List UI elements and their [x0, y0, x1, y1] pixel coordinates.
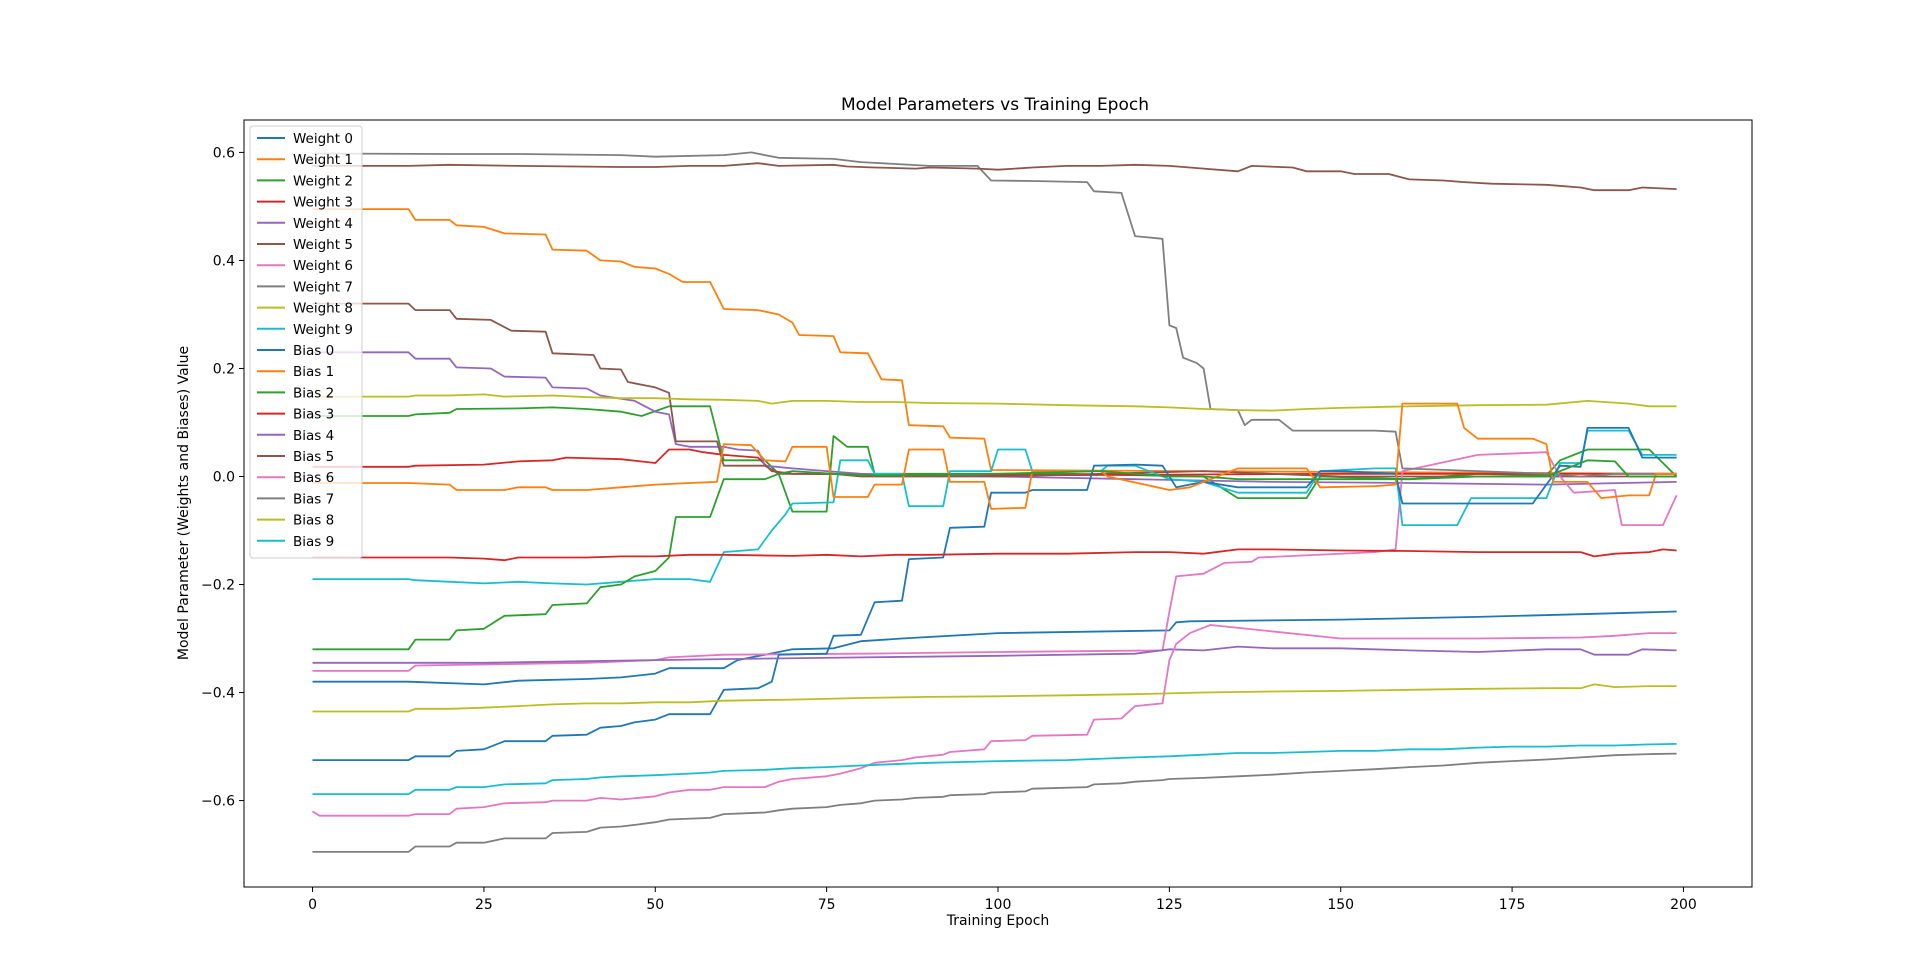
- y-tick-label: 0.4: [213, 253, 235, 269]
- legend-label-bias-3: Bias 3: [293, 407, 334, 423]
- legend-label-weight-1: Weight 1: [293, 152, 353, 168]
- series-line-weight-7: [312, 151, 1677, 478]
- legend-label-weight-8: Weight 8: [293, 301, 353, 317]
- x-tick-label: 50: [646, 897, 664, 913]
- x-tick-label: 0: [308, 897, 317, 913]
- legend-label-weight-2: Weight 2: [293, 173, 353, 189]
- y-tick-label: −0.2: [201, 578, 235, 594]
- legend-label-bias-9: Bias 9: [293, 534, 334, 550]
- y-tick-label: 0.2: [213, 361, 235, 377]
- y-tick-label: 0.6: [213, 145, 235, 161]
- legend-label-bias-5: Bias 5: [293, 449, 334, 465]
- series-line-weight-0: [312, 610, 1677, 686]
- y-tick-label: 0.0: [213, 469, 235, 485]
- series-line-weight-9: [312, 429, 1677, 586]
- y-tick-label: −0.6: [201, 794, 235, 810]
- legend-label-bias-8: Bias 8: [293, 513, 334, 529]
- legend-label-weight-4: Weight 4: [293, 216, 353, 232]
- series-line-bias-1: [312, 402, 1677, 510]
- legend-label-bias-0: Bias 0: [293, 343, 334, 359]
- series-line-bias-8: [312, 683, 1677, 713]
- y-axis: −0.6 −0.4 −0.2 0.0 0.2 0.4 0.6: [201, 145, 244, 810]
- legend-label-weight-7: Weight 7: [293, 279, 353, 295]
- x-tick-label: 200: [1670, 897, 1697, 913]
- series-line-bias-6: [312, 624, 1677, 817]
- series-line-bias-3: [312, 548, 1677, 562]
- legend-label-weight-6: Weight 6: [293, 258, 353, 274]
- x-tick-label: 25: [475, 897, 493, 913]
- x-axis: 0 25 50 75 100 125 150 175 200: [308, 887, 1697, 913]
- series-line-bias-9: [312, 743, 1677, 795]
- y-tick-label: −0.4: [201, 686, 235, 702]
- series-line-weight-8: [312, 393, 1677, 412]
- series-line-bias-0: [312, 427, 1677, 761]
- legend-label-weight-3: Weight 3: [293, 195, 353, 211]
- legend-label-bias-1: Bias 1: [293, 364, 334, 380]
- series-line-weight-1: [312, 208, 1677, 475]
- legend-label-bias-6: Bias 6: [293, 470, 334, 486]
- y-axis-label: Model Parameter (Weights and Biases) Val…: [176, 346, 192, 660]
- legend-label-bias-7: Bias 7: [293, 491, 334, 507]
- legend-label-bias-4: Bias 4: [293, 428, 334, 444]
- legend-label-bias-2: Bias 2: [293, 385, 334, 401]
- series-line-bias-7: [312, 752, 1677, 853]
- x-tick-label: 100: [985, 897, 1012, 913]
- legend-label-weight-0: Weight 0: [293, 131, 353, 147]
- x-axis-label: Training Epoch: [946, 913, 1050, 929]
- series-line-bias-2: [312, 459, 1677, 651]
- legend-box: [249, 125, 363, 559]
- series-line-bias-5: [312, 162, 1677, 192]
- legend-label-weight-5: Weight 5: [293, 237, 353, 253]
- x-tick-label: 175: [1499, 897, 1526, 913]
- x-tick-label: 150: [1327, 897, 1354, 913]
- x-tick-label: 75: [818, 897, 836, 913]
- chart-title: Model Parameters vs Training Epoch: [841, 95, 1149, 115]
- series-line-weight-5: [312, 302, 1677, 478]
- x-tick-label: 125: [1156, 897, 1183, 913]
- series-line-bias-4: [312, 645, 1677, 664]
- series-layer: [312, 151, 1678, 853]
- legend-label-weight-9: Weight 9: [293, 322, 353, 338]
- legend: Weight 0 Weight 1 Weight 2 Weight 3 Weight 4…: [249, 125, 363, 559]
- series-line-weight-4: [312, 351, 1677, 486]
